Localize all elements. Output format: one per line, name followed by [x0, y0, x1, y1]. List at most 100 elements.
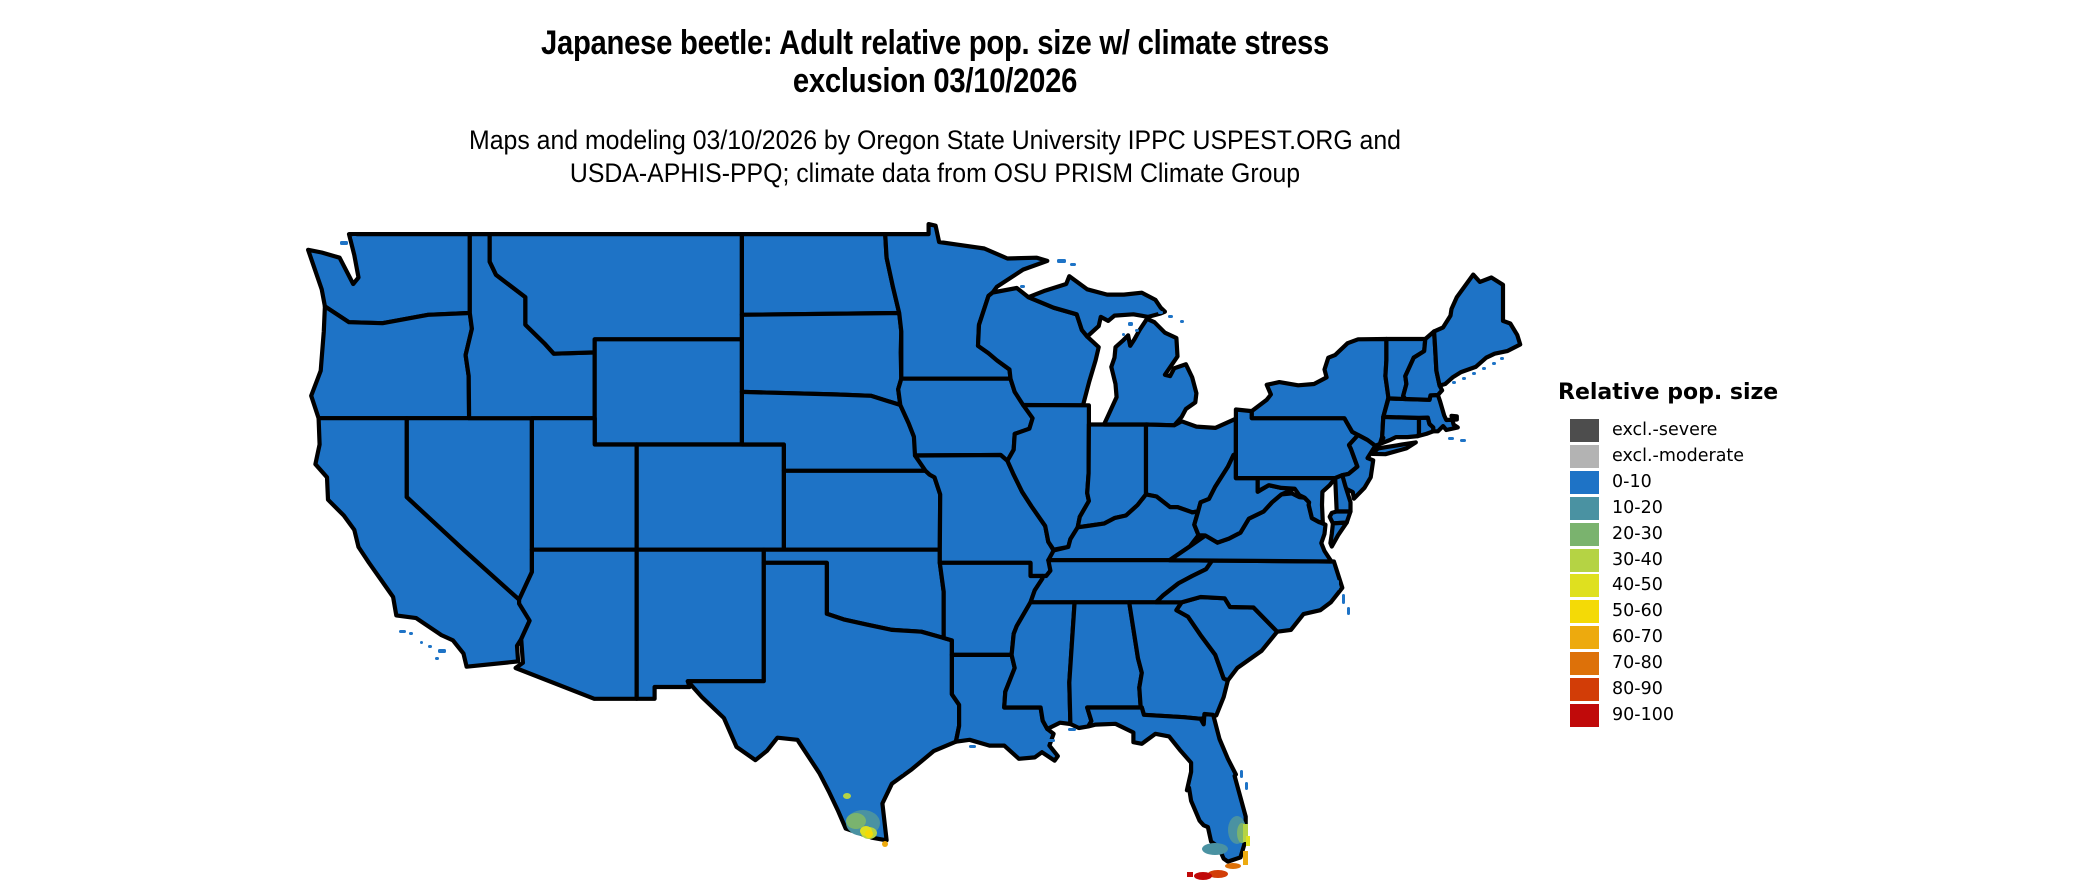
island-speck [1128, 322, 1133, 326]
island-speck [420, 641, 423, 644]
legend-label: 40-50 [1612, 575, 1663, 596]
legend-label: excl.-moderate [1612, 446, 1745, 467]
state-vaes [1328, 520, 1349, 549]
hotspot-20-30 [846, 813, 866, 829]
state-fl [1085, 705, 1248, 864]
state-co [634, 442, 786, 552]
state-ct [1377, 414, 1422, 446]
title-line-2: exclusion 03/10/2026 [792, 62, 1078, 100]
state-nm [634, 547, 766, 701]
legend-label: 70-80 [1612, 653, 1663, 674]
state-tx [685, 560, 962, 843]
island-speck [438, 649, 446, 653]
island-speck [1347, 607, 1350, 615]
legend-entry: 90-100 [1558, 702, 1778, 728]
legend-swatch [1570, 574, 1599, 598]
legend-swatch [1570, 471, 1599, 495]
legend-entry: 10-20 [1558, 496, 1778, 522]
subtitle-line-2: USDA-APHIS-PPQ; climate data from OSU PR… [569, 158, 1301, 188]
legend-entry: 30-40 [1558, 547, 1778, 573]
island-speck [1158, 311, 1163, 314]
figure-header: Japanese beetle: Adult relative pop. siz… [335, 0, 1535, 190]
state-az [513, 547, 639, 701]
island-speck [969, 745, 976, 748]
state-me [1432, 272, 1523, 388]
legend-label: 20-30 [1612, 523, 1663, 544]
legend-label: 10-20 [1612, 497, 1663, 518]
island-speck [1245, 782, 1248, 790]
island-speck [1180, 320, 1184, 323]
hotspot-80-90 [1208, 870, 1228, 878]
island-speck [399, 630, 406, 633]
legend-swatch [1570, 677, 1599, 701]
island-speck [1020, 285, 1025, 288]
legend-label: 0-10 [1612, 472, 1652, 493]
figure-subtitle: Maps and modeling 03/10/2026 by Oregon S… [383, 124, 1487, 190]
legend-label: excl.-severe [1612, 420, 1718, 441]
legend-entry: 60-70 [1558, 625, 1778, 651]
island-speck [1240, 770, 1243, 778]
legend-swatch [1570, 703, 1599, 727]
hotspot-90-100 [1194, 872, 1212, 880]
hotspot-10-20 [1202, 843, 1228, 855]
island-speck [1462, 377, 1466, 380]
figure-title: Japanese beetle: Adult relative pop. siz… [419, 24, 1451, 100]
legend-label: 30-40 [1612, 549, 1663, 570]
legend-swatch [1570, 419, 1599, 443]
island-speck [1448, 437, 1454, 440]
island-speck [1135, 329, 1139, 332]
legend-rows: excl.-severe excl.-moderate 0-10 10-20 20-30… [1558, 418, 1778, 728]
legend-entry: 50-60 [1558, 599, 1778, 625]
hotspot-30-40 [1243, 824, 1248, 842]
legend-title: Relative pop. size [1558, 380, 1779, 405]
island-speck [1122, 333, 1125, 336]
hotspot-70-80 [1225, 863, 1241, 869]
legend-entry: excl.-moderate [1558, 444, 1778, 470]
island-speck [1006, 733, 1018, 736]
island-speck [893, 758, 897, 761]
legend-swatch [1570, 445, 1599, 469]
island-speck [352, 236, 357, 239]
legend-entry: 80-90 [1558, 676, 1778, 702]
state-nd [739, 232, 902, 317]
island-speck [340, 241, 348, 245]
hotspot-40-50 [1246, 836, 1250, 846]
state-ks [781, 468, 943, 552]
hotspot-90-100 [1187, 872, 1193, 877]
island-speck [1492, 362, 1496, 365]
island-speck [435, 657, 439, 660]
legend-swatch [1570, 548, 1599, 572]
legend-swatch [1570, 600, 1599, 624]
legend-swatch [1570, 496, 1599, 520]
island-speck [1336, 580, 1339, 590]
state-nj [1338, 432, 1378, 501]
island-speck [1460, 439, 1466, 442]
legend-swatch [1570, 626, 1599, 650]
legend-label: 80-90 [1612, 678, 1663, 699]
island-speck [1047, 739, 1055, 742]
island-speck [1452, 381, 1456, 384]
state-milp [1101, 316, 1199, 428]
legend: Relative pop. size excl.-severe excl.-mod… [1558, 380, 1778, 728]
island-speck [1472, 372, 1476, 375]
island-speck [900, 768, 903, 774]
island-speck [1022, 737, 1030, 740]
island-speck [1482, 367, 1486, 370]
hotspot-50-60 [865, 830, 873, 838]
state-wy [592, 337, 744, 447]
state-or [309, 304, 474, 421]
legend-label: 60-70 [1612, 627, 1663, 648]
island-speck [1057, 259, 1066, 263]
legend-entry: 20-30 [1558, 521, 1778, 547]
legend-swatch [1570, 652, 1599, 676]
island-speck [1500, 357, 1504, 360]
legend-swatch [1570, 522, 1599, 546]
island-speck [428, 645, 432, 648]
legend-entry: 40-50 [1558, 573, 1778, 599]
legend-entry: 0-10 [1558, 470, 1778, 496]
island-speck [1070, 263, 1076, 266]
hotspot-60-70 [1243, 851, 1248, 865]
legend-entry: 70-80 [1558, 651, 1778, 677]
